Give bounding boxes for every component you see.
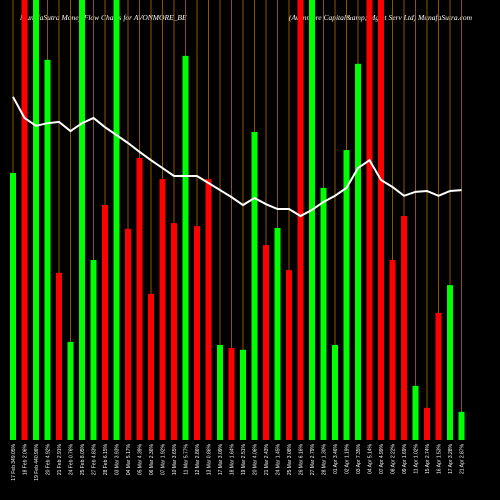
x-tick-label: 21 Apr 2.87% — [460, 443, 466, 474]
bar — [205, 179, 212, 440]
bar — [424, 407, 430, 440]
bar — [171, 223, 177, 440]
bar — [366, 0, 373, 440]
x-tick-label: 20 Feb 4.92% — [46, 443, 52, 475]
bar — [412, 385, 419, 440]
x-tick-label: 07 Apr 4.99% — [379, 443, 385, 474]
bar — [33, 0, 39, 440]
bar — [67, 341, 74, 440]
bar — [90, 260, 97, 440]
bar — [159, 179, 166, 440]
bar — [194, 226, 200, 440]
x-tick-label: 21 Feb 2.91% — [57, 443, 63, 475]
bar — [182, 55, 189, 440]
x-tick-label: 19 Mar 2.51% — [241, 443, 247, 475]
x-tick-label: 27 Feb 4.83% — [92, 443, 98, 475]
x-tick-label: 07 Mar 1.92% — [161, 443, 167, 475]
x-tick-label: 12 Mar 2.86% — [195, 443, 201, 475]
bar — [343, 150, 350, 441]
bar — [148, 293, 154, 440]
x-tick-label: 28 Mar 1.30% — [322, 443, 328, 475]
x-tick-label: 20 Mar 4.06% — [253, 443, 259, 475]
x-tick-label: 24 Mar 1.45% — [276, 443, 282, 475]
bar — [274, 227, 281, 440]
bar — [44, 59, 51, 441]
x-tick-label: 03 Mar 3.93% — [115, 443, 121, 475]
x-tick-label: 05 Mar 4.39% — [138, 443, 144, 475]
bar — [136, 157, 143, 440]
x-tick-label: 10 Mar 3.65% — [172, 443, 178, 475]
line — [12, 96, 462, 218]
bar — [297, 0, 304, 440]
bar — [401, 216, 407, 440]
bar — [458, 411, 465, 440]
x-tick-label: 26 Mar 6.16% — [299, 443, 305, 475]
x-tick-label: 02 Apr 1.19% — [345, 443, 351, 474]
x-tick-label: 27 Mar 2.79% — [310, 443, 316, 475]
bar — [56, 272, 62, 440]
x-tick-label: 17 Feb 349.05% — [11, 443, 17, 480]
x-tick-label: 09 Apr 1.69% — [402, 443, 408, 474]
x-tick-label: 25 Feb 8.05% — [80, 443, 86, 475]
x-tick-label: 16 Apr 1.53% — [437, 443, 443, 474]
bar — [286, 270, 292, 440]
x-tick-label: 11 Mar 5.77% — [184, 443, 190, 474]
bar — [113, 0, 120, 440]
x-tick-label: 25 Mar 3.08% — [287, 443, 293, 475]
x-tick-label: 08 Apr 2.22% — [391, 443, 397, 474]
bar — [435, 312, 442, 440]
x-tick-label: 15 Apr 2.74% — [425, 443, 431, 474]
bar — [217, 344, 223, 440]
x-tick-label: 21 Mar 2.43% — [264, 443, 270, 475]
x-tick-label: 19 Feb 440.96% — [34, 443, 40, 480]
x-tick-label: 24 Feb 0.76% — [69, 443, 75, 475]
x-tick-label: 18 Mar 1.64% — [230, 443, 236, 475]
bar — [21, 0, 28, 440]
bar — [228, 348, 235, 440]
bar — [320, 187, 327, 440]
x-tick-label: 01 Apr 3.46% — [333, 443, 339, 474]
bar — [309, 0, 315, 440]
bar — [332, 344, 338, 440]
bar — [125, 228, 131, 440]
x-tick-label: 13 Mar 0.86% — [207, 443, 213, 475]
x-tick-label: 11 Apr 1.02% — [414, 443, 420, 473]
x-tick-label: 18 Feb 2.06% — [23, 443, 29, 475]
x-tick-label: 28 Feb 6.15% — [103, 443, 109, 475]
x-tick-label: 04 Apr 5.14% — [368, 443, 374, 474]
bar — [79, 0, 85, 440]
x-tick-label: 17 Apr 3.28% — [448, 443, 454, 474]
bar — [240, 349, 246, 440]
bar — [263, 245, 269, 440]
bar — [251, 132, 258, 440]
x-tick-label: 17 Mar 3.09% — [218, 443, 224, 475]
x-tick-label: 06 Mar 2.36% — [149, 443, 155, 475]
bar — [355, 63, 361, 441]
bar — [378, 0, 384, 440]
x-tick-label: 04 Mar 5.17% — [126, 443, 132, 475]
bar — [447, 285, 453, 440]
bar — [10, 172, 16, 441]
bar — [389, 260, 396, 440]
chart-title: MunafaSutra Money Flow Charts for AVONMO… — [19, 13, 187, 22]
x-tick-label: 03 Apr 7.35% — [356, 443, 362, 474]
bar — [102, 205, 108, 440]
